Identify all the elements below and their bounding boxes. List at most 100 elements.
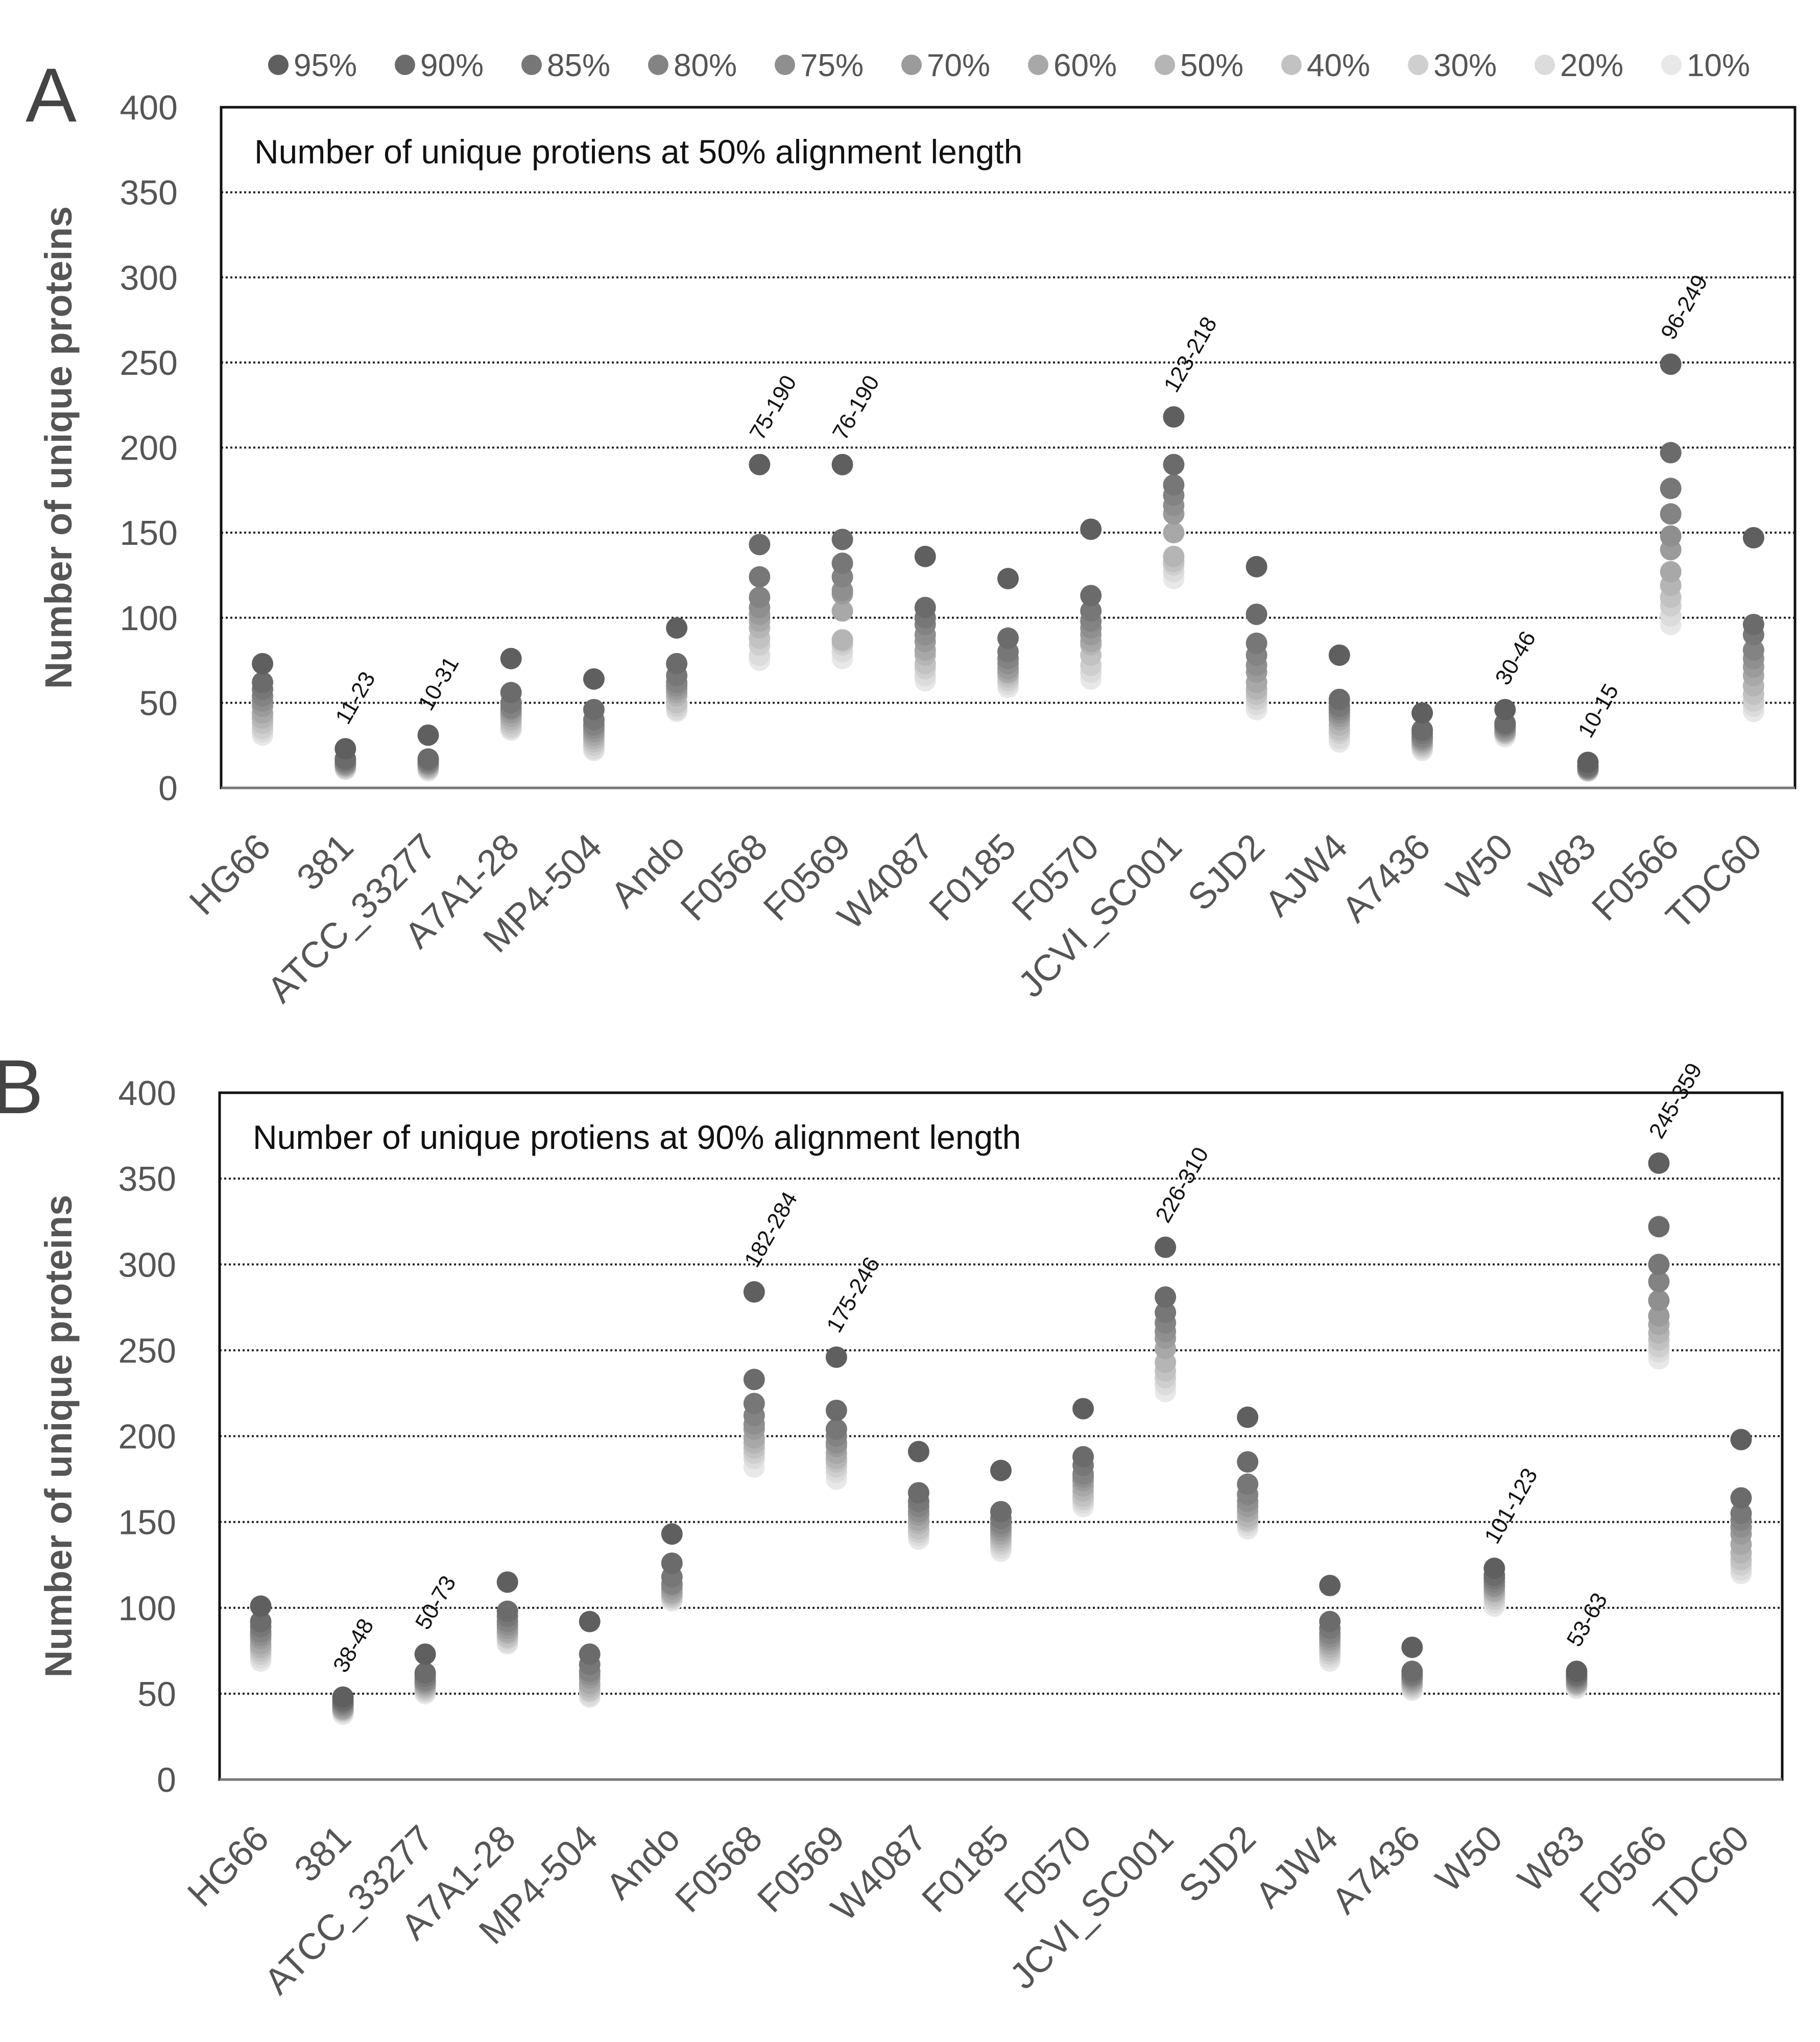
data-point (743, 1281, 765, 1303)
data-point (332, 1686, 354, 1708)
y-tick-label: 200 (120, 429, 178, 468)
legend-marker (901, 55, 922, 75)
chart-title: Number of unique protiens at 90% alignme… (253, 1118, 1021, 1156)
data-point (831, 552, 853, 574)
y-tick-label: 200 (118, 1418, 176, 1456)
legend-label: 10% (1687, 48, 1750, 83)
data-point (661, 1523, 683, 1545)
range-annotation: 10-15 (1573, 680, 1624, 742)
data-point (1742, 527, 1764, 549)
y-axis-label: Number of unique proteins (37, 1195, 80, 1678)
data-point (666, 653, 688, 675)
y-tick-label: 100 (120, 599, 178, 638)
data-point (1072, 1446, 1094, 1468)
legend: 95% 90% 85% 80% 75% 70% 60% 50% 40% 30% 20% 10% (268, 48, 1750, 83)
legend-marker (521, 55, 542, 75)
data-point (914, 596, 936, 618)
data-point (1072, 1398, 1094, 1420)
range-annotation: 182-284 (739, 1188, 802, 1271)
data-point (1401, 1661, 1423, 1683)
y-tick-label: 0 (158, 769, 178, 808)
legend-marker (775, 55, 795, 75)
data-point (831, 600, 853, 622)
data-point (579, 1611, 601, 1632)
range-annotation: 123-218 (1159, 313, 1222, 396)
data-point (1411, 719, 1433, 741)
data-point (1660, 503, 1682, 525)
range-annotation: 226-310 (1151, 1143, 1213, 1227)
data-point (997, 568, 1019, 590)
data-point (831, 629, 853, 651)
data-point (1648, 1254, 1670, 1276)
legend-label: 85% (547, 48, 610, 83)
y-tick-label: 300 (118, 1245, 176, 1284)
data-point (1163, 406, 1185, 428)
data-point (579, 1643, 601, 1665)
data-point (500, 647, 522, 669)
range-annotation: 30-46 (1490, 627, 1541, 689)
data-point (1155, 1286, 1177, 1308)
data-point (414, 1643, 436, 1665)
data-point (1237, 1451, 1259, 1473)
range-annotation: 101-123 (1480, 1464, 1543, 1548)
data-point (500, 682, 522, 704)
data-point (990, 1501, 1012, 1523)
x-tick-label: SJD2 (1171, 1818, 1263, 1910)
y-tick-label: 250 (118, 1331, 176, 1370)
x-tick-label: HG66 (180, 1818, 277, 1915)
x-tick-label: F0185 (914, 1818, 1017, 1920)
data-point (1648, 1270, 1670, 1292)
data-point (583, 668, 605, 690)
panel-a: A 0 50 100 150 200 250 300 350 400 Number of uniqu… (26, 52, 1797, 1011)
legend-marker (1281, 55, 1302, 75)
range-annotation: 245-359 (1644, 1059, 1707, 1143)
data-point (1483, 1557, 1505, 1579)
data-point (1328, 688, 1350, 710)
data-point (1742, 639, 1764, 661)
y-tick-label: 250 (120, 344, 178, 382)
data-point (825, 1419, 847, 1440)
legend-label: 70% (927, 48, 990, 83)
range-annotation: 50-73 (411, 1572, 461, 1634)
data-point (1080, 585, 1102, 607)
x-tick-label: AJW4 (1248, 1818, 1346, 1916)
data-point (1401, 1637, 1423, 1659)
data-point (1163, 522, 1185, 544)
legend-label: 50% (1180, 48, 1243, 83)
legend-marker (1408, 55, 1428, 75)
data-point (907, 1440, 929, 1462)
y-tick-label: 150 (118, 1503, 176, 1542)
legend-marker (1661, 55, 1682, 75)
data-point (1660, 442, 1682, 464)
data-point (997, 627, 1019, 649)
y-tick-label: 0 (157, 1761, 176, 1799)
y-tick-label: 400 (120, 88, 178, 127)
data-point (1660, 477, 1682, 499)
data-point (825, 1346, 847, 1368)
data-point (1163, 474, 1185, 496)
y-axis-label: Number of unique proteins (37, 206, 80, 689)
data-point (1246, 604, 1267, 626)
legend-label: 90% (420, 48, 484, 83)
y-tick-label: 50 (137, 1675, 176, 1714)
data-point (749, 566, 771, 588)
y-tick-label: 350 (120, 174, 178, 212)
panel-b: B 0 50 100 150 200 250 300 350 400 Number of uniqu… (0, 1044, 1784, 2002)
x-tick-label: HG66 (182, 826, 279, 923)
data-point (496, 1571, 518, 1593)
legend-label: 80% (674, 48, 737, 83)
data-point (1163, 453, 1185, 475)
range-annotation: 38-48 (328, 1615, 379, 1677)
range-annotation: 76-190 (828, 371, 884, 444)
data-point (1080, 600, 1102, 622)
data-point (1494, 699, 1516, 720)
legend-marker (1535, 55, 1555, 75)
data-point (990, 1459, 1012, 1481)
data-point (417, 724, 439, 746)
data-point (1237, 1406, 1259, 1428)
y-tick-label: 400 (118, 1074, 176, 1113)
range-annotation: 11-23 (331, 667, 380, 728)
data-point (1155, 1236, 1177, 1258)
data-point (831, 453, 853, 475)
